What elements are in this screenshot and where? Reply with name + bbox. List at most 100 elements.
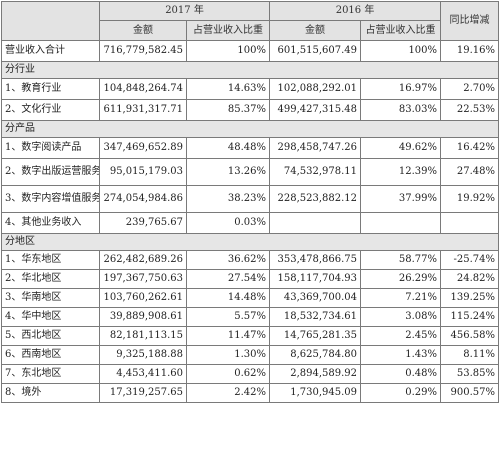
yoy-change: 8.11% bbox=[440, 345, 499, 365]
header-share-2016: 占营业收入比重 bbox=[360, 20, 442, 41]
share-2017: 27.54% bbox=[185, 269, 271, 289]
share-2016: 37.99% bbox=[360, 185, 442, 213]
row-label: 1、教育行业 bbox=[1, 78, 100, 100]
yoy-change: -25.74% bbox=[440, 250, 499, 270]
share-2016 bbox=[360, 212, 442, 234]
amount-2016: 2,894,589.92 bbox=[269, 364, 362, 384]
amount-2016: 499,427,315.48 bbox=[269, 99, 362, 121]
amount-2016: 18,532,734.61 bbox=[269, 307, 362, 327]
amount-2017: 197,367,750.63 bbox=[99, 269, 187, 289]
share-2017: 48.48% bbox=[185, 137, 271, 159]
header-amount-2016: 金额 bbox=[269, 20, 362, 41]
share-2017: 14.48% bbox=[185, 288, 271, 308]
header-blank-cell bbox=[1, 1, 100, 41]
table-row: 4、华中地区 39,889,908.61 5.57% 18,532,734.61… bbox=[1, 307, 499, 327]
header-yoy: 同比增减 bbox=[440, 1, 499, 41]
yoy-change: 53.85% bbox=[440, 364, 499, 384]
row-label: 1、华东地区 bbox=[1, 250, 100, 270]
share-2017: 1.30% bbox=[185, 345, 271, 365]
share-2016: 26.29% bbox=[360, 269, 442, 289]
section-row-product: 分产品 bbox=[0, 120, 499, 138]
amount-2017: 4,453,411.60 bbox=[99, 364, 187, 384]
table-row: 2、文化行业 611,931,317.71 85.37% 499,427,315… bbox=[1, 99, 499, 121]
table-row: 1、教育行业 104,848,264.74 14.63% 102,088,292… bbox=[1, 78, 499, 100]
share-2017: 0.62% bbox=[185, 364, 271, 384]
amount-2016: 74,532,978.11 bbox=[269, 158, 362, 186]
yoy-change: 900.57% bbox=[440, 383, 499, 403]
share-2016: 58.77% bbox=[360, 250, 442, 270]
amount-2017: 262,482,689.26 bbox=[99, 250, 187, 270]
header-year-2016: 2016 年 bbox=[269, 1, 442, 21]
row-label: 8、境外 bbox=[1, 383, 100, 403]
row-label: 5、西北地区 bbox=[1, 326, 100, 346]
yoy-change: 456.58% bbox=[440, 326, 499, 346]
share-2016: 7.21% bbox=[360, 288, 442, 308]
share-2016: 12.39% bbox=[360, 158, 442, 186]
section-row-region: 分地区 bbox=[0, 233, 499, 251]
yoy-change: 115.24% bbox=[440, 307, 499, 327]
section-row-industry: 分行业 bbox=[0, 61, 499, 79]
table-row: 2、数字出版运营服务 95,015,179.03 13.26% 74,532,9… bbox=[1, 158, 499, 186]
share-2017: 2.42% bbox=[185, 383, 271, 403]
yoy-change bbox=[440, 212, 499, 234]
row-label: 1、数字阅读产品 bbox=[1, 137, 100, 159]
share-2016: 16.97% bbox=[360, 78, 442, 100]
row-label: 4、其他业务收入 bbox=[1, 212, 100, 234]
yoy-change: 22.53% bbox=[440, 99, 499, 121]
share-2017: 13.26% bbox=[185, 158, 271, 186]
row-label: 4、华中地区 bbox=[1, 307, 100, 327]
amount-2016: 102,088,292.01 bbox=[269, 78, 362, 100]
row-label: 3、数字内容增值服务 bbox=[1, 185, 100, 213]
share-2016: 3.08% bbox=[360, 307, 442, 327]
row-label: 2、华北地区 bbox=[1, 269, 100, 289]
amount-2016: 43,369,700.04 bbox=[269, 288, 362, 308]
share-2017: 36.62% bbox=[185, 250, 271, 270]
share-2016: 1.43% bbox=[360, 345, 442, 365]
amount-2016: 228,523,882.12 bbox=[269, 185, 362, 213]
row-label: 3、华南地区 bbox=[1, 288, 100, 308]
amount-2017: 104,848,264.74 bbox=[99, 78, 187, 100]
row-label: 2、数字出版运营服务 bbox=[1, 158, 100, 186]
table-row: 7、东北地区 4,453,411.60 0.62% 2,894,589.92 0… bbox=[1, 364, 499, 384]
amount-2017: 347,469,652.89 bbox=[99, 137, 187, 159]
amount-2016: 8,625,784.80 bbox=[269, 345, 362, 365]
section-label-product: 分产品 bbox=[0, 120, 499, 138]
share-2017: 38.23% bbox=[185, 185, 271, 213]
table-row: 1、数字阅读产品 347,469,652.89 48.48% 298,458,7… bbox=[1, 137, 499, 159]
table-row: 2、华北地区 197,367,750.63 27.54% 158,117,704… bbox=[1, 269, 499, 289]
amount-2017: 39,889,908.61 bbox=[99, 307, 187, 327]
amount-2016: 353,478,866.75 bbox=[269, 250, 362, 270]
share-2016: 83.03% bbox=[360, 99, 442, 121]
total-amount-2017: 716,779,582.45 bbox=[99, 40, 187, 62]
table-row: 1、华东地区 262,482,689.26 36.62% 353,478,866… bbox=[1, 250, 499, 270]
yoy-change: 2.70% bbox=[440, 78, 499, 100]
amount-2017: 95,015,179.03 bbox=[99, 158, 187, 186]
share-2017: 0.03% bbox=[185, 212, 271, 234]
yoy-change: 139.25% bbox=[440, 288, 499, 308]
total-share-2016: 100% bbox=[360, 40, 442, 62]
total-label: 营业收入合计 bbox=[1, 40, 100, 62]
amount-2017: 611,931,317.71 bbox=[99, 99, 187, 121]
row-label: 6、西南地区 bbox=[1, 345, 100, 365]
amount-2017: 9,325,188.88 bbox=[99, 345, 187, 365]
row-label: 7、东北地区 bbox=[1, 364, 100, 384]
amount-2017: 239,765.67 bbox=[99, 212, 187, 234]
section-label-region: 分地区 bbox=[0, 233, 499, 251]
table-row: 5、西北地区 82,181,113.15 11.47% 14,765,281.3… bbox=[1, 326, 499, 346]
share-2017: 85.37% bbox=[185, 99, 271, 121]
share-2016: 49.62% bbox=[360, 137, 442, 159]
amount-2016: 158,117,704.93 bbox=[269, 269, 362, 289]
yoy-change: 24.82% bbox=[440, 269, 499, 289]
row-label: 2、文化行业 bbox=[1, 99, 100, 121]
amount-2017: 82,181,113.15 bbox=[99, 326, 187, 346]
header-amount-2017: 金额 bbox=[99, 20, 187, 41]
revenue-breakdown-table: 2017 年 2016 年 同比增减 金额 占营业收入比重 金额 占营业收入比重… bbox=[0, 1, 499, 403]
yoy-change: 19.92% bbox=[440, 185, 499, 213]
share-2016: 0.29% bbox=[360, 383, 442, 403]
yoy-change: 16.42% bbox=[440, 137, 499, 159]
header-share-2017: 占营业收入比重 bbox=[185, 20, 271, 41]
table-row: 6、西南地区 9,325,188.88 1.30% 8,625,784.80 1… bbox=[1, 345, 499, 365]
yoy-change: 27.48% bbox=[440, 158, 499, 186]
section-label-industry: 分行业 bbox=[0, 61, 499, 79]
